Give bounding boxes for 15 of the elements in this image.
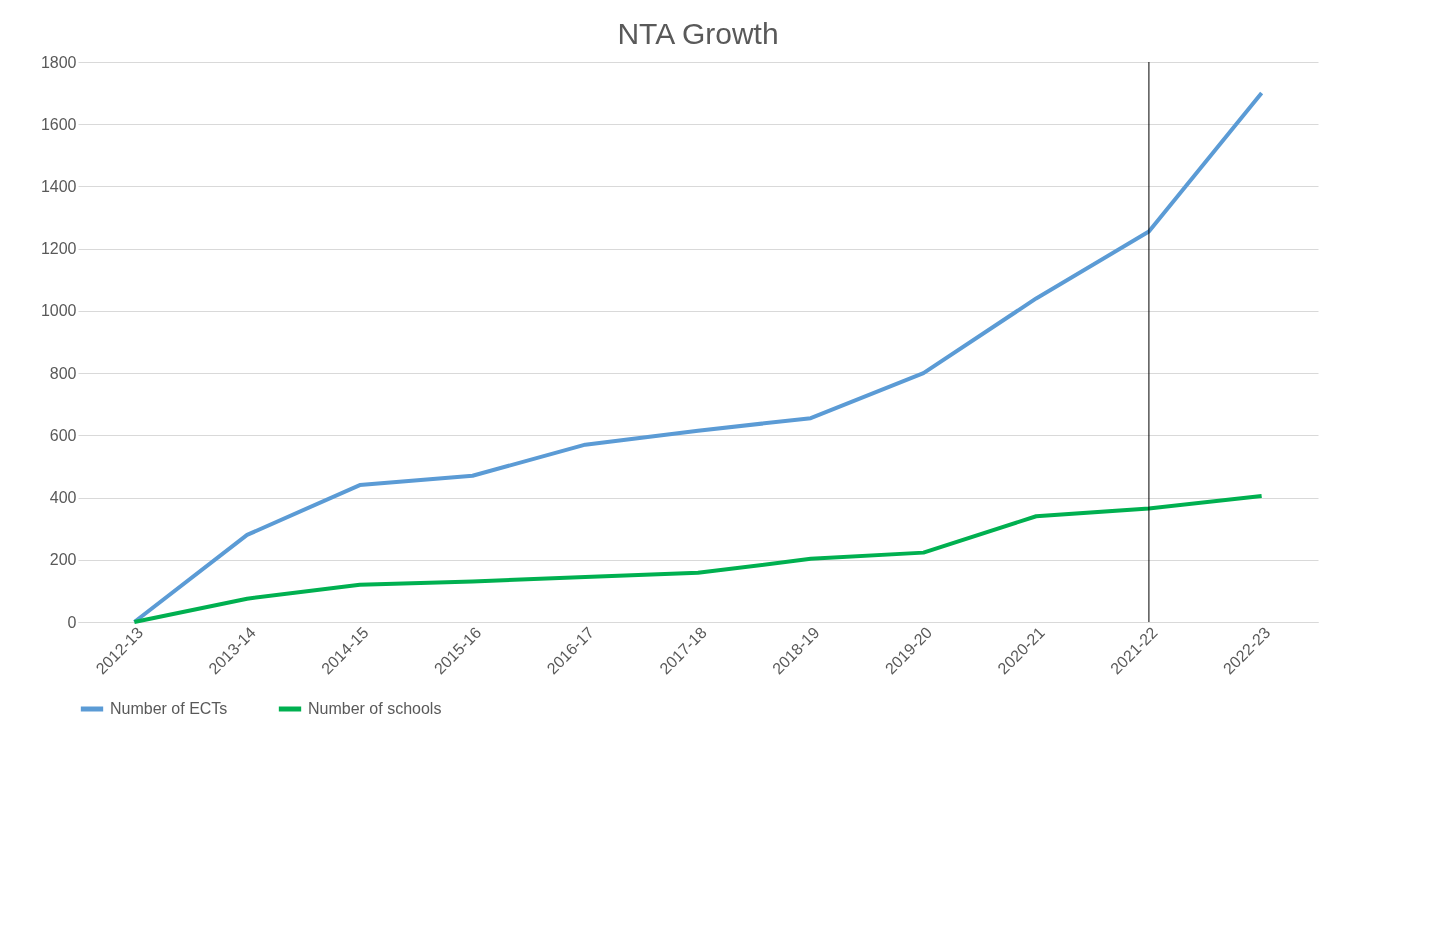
line-series (132, 494, 1264, 624)
y-tick-label: 1600 (40, 115, 77, 133)
y-tick-label: 0 (67, 613, 77, 631)
chart-title: NTA Growth (617, 17, 779, 50)
y-tick-label: 1800 (40, 53, 77, 71)
y-tick-label: 600 (49, 426, 77, 444)
y-tick-label: 1200 (40, 240, 77, 258)
legend-label: Number of ECTs (110, 700, 228, 717)
y-tick-label: 1400 (40, 177, 77, 195)
y-tick-label: 1000 (40, 302, 77, 320)
y-tick-label: 400 (49, 489, 77, 507)
y-tick-label: 800 (49, 364, 77, 382)
line-series (132, 91, 1264, 624)
legend-label: Number of schools (308, 700, 442, 717)
y-tick-label: 200 (49, 551, 77, 569)
